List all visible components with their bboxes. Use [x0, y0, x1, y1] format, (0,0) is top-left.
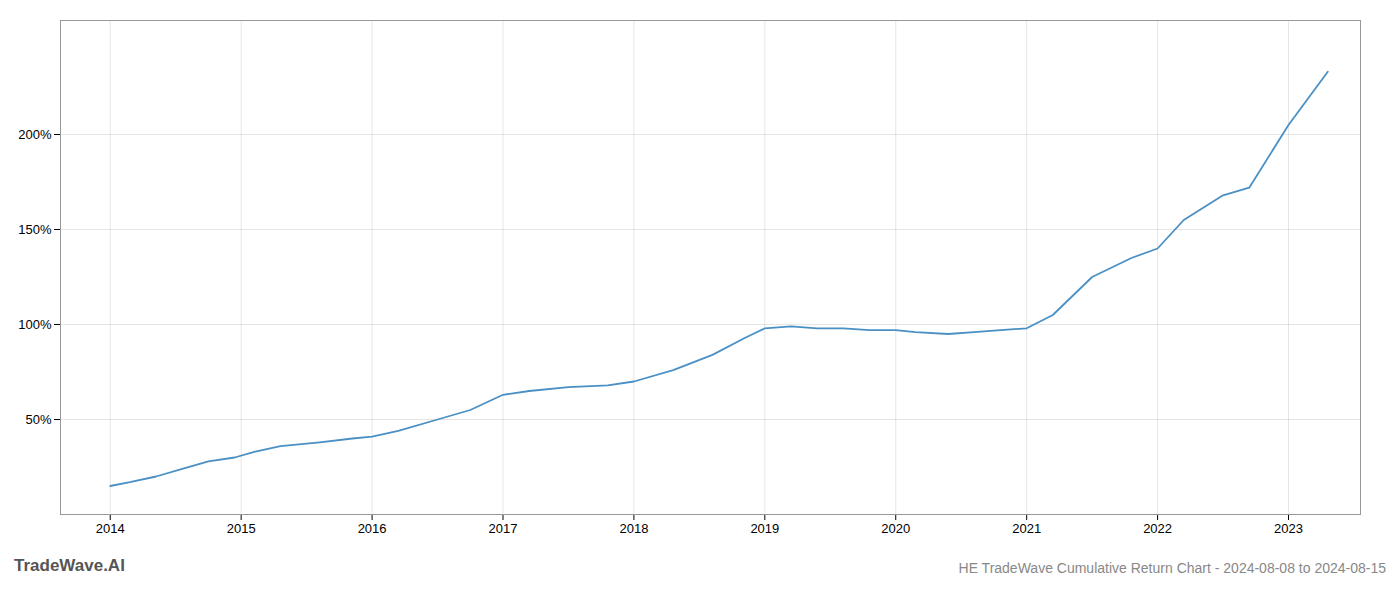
svg-text:2021: 2021	[1012, 521, 1041, 536]
svg-text:150%: 150%	[18, 222, 52, 237]
svg-text:2018: 2018	[619, 521, 648, 536]
svg-text:200%: 200%	[18, 127, 52, 142]
svg-text:2017: 2017	[489, 521, 518, 536]
html-text:TradeWave.AI: TradeWave.AI	[14, 556, 125, 575]
html-text:HE TradeWave Cumulative Return: HE TradeWave Cumulative Return Chart - 2…	[958, 560, 1386, 576]
svg-text:100%: 100%	[18, 317, 52, 332]
svg-text:2019: 2019	[750, 521, 779, 536]
svg-text:2022: 2022	[1143, 521, 1172, 536]
svg-text:50%: 50%	[25, 412, 51, 427]
svg-text:2023: 2023	[1274, 521, 1303, 536]
svg-text:2020: 2020	[881, 521, 910, 536]
svg-text:2015: 2015	[227, 521, 256, 536]
svg-text:2014: 2014	[96, 521, 125, 536]
svg-text:2016: 2016	[358, 521, 387, 536]
